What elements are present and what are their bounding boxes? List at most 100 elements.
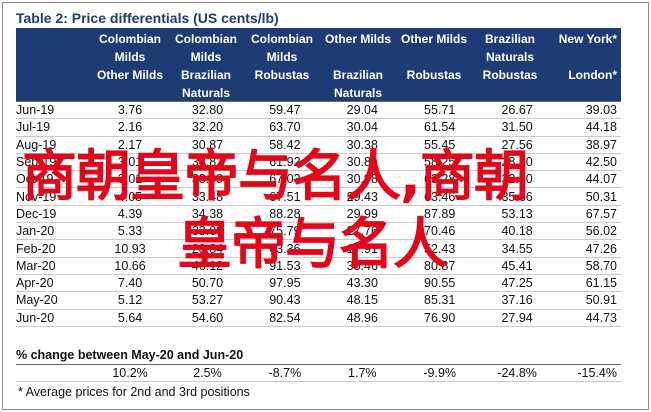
table-cell: 33.48 (168, 187, 247, 206)
table-row: Jul-19 2.16 32.20 63.70 30.04 61.54 31.50 44.18 (16, 118, 621, 137)
column-header-line (92, 84, 168, 102)
row-label: Jul-19 (16, 118, 92, 137)
table-cell: 30.04 (323, 118, 401, 137)
table-cell: 70.46 (400, 222, 479, 241)
row-label: Sep-19 (16, 153, 92, 172)
table-cell: 32.80 (168, 100, 247, 120)
column-header-line: Naturals (181, 86, 231, 100)
table-cell: 27.76 (323, 222, 401, 241)
table-cell: 28.84 (168, 239, 247, 258)
table-cell: 88.28 (246, 205, 324, 224)
table-cell: 27.94 (478, 309, 556, 327)
table-cell: 67.57 (555, 205, 621, 224)
column-header-line (320, 48, 396, 66)
table-row: Sep-19 3.01 33.82 61.92 30.81 58.25 28.10 42.50 (16, 153, 621, 172)
table-cell: 29.04 (323, 100, 401, 120)
table-cell: 48.15 (323, 291, 401, 310)
table-cell: 34.38 (168, 205, 247, 224)
table-row: Dec-19 4.39 34.38 88.28 29.99 87.89 53.13 67.57 (16, 205, 621, 224)
column-header-line (396, 84, 472, 102)
table-cell: 17.91 (323, 239, 401, 258)
percent-cell: 1.7% (323, 364, 401, 382)
table-cell: 90.43 (246, 291, 324, 310)
column-header-line: London* (568, 68, 617, 82)
column-header-3: Colombian Milds Robustas (244, 30, 320, 102)
table-cell: 90.55 (400, 274, 479, 293)
column-header-line (541, 84, 617, 102)
table-header: Colombian Milds Other Milds Colombian Mi… (16, 28, 621, 101)
table-cell: 10.66 (91, 257, 169, 275)
table-cell: 47.26 (555, 239, 621, 258)
table-cell: 44.73 (555, 309, 621, 327)
table-cell: 42.50 (555, 153, 621, 172)
table-cell: 91.53 (246, 257, 324, 275)
table-cell: 7.40 (91, 274, 169, 293)
table-cell: 63.28 (400, 170, 479, 189)
table-cell: 38.97 (555, 136, 621, 154)
table-cell: 45.41 (478, 257, 556, 275)
column-header-line: Other Milds (400, 32, 467, 46)
column-header-line: Other Milds (96, 68, 163, 82)
percent-cell: -24.8% (478, 364, 556, 382)
column-header-line: Robustas (482, 68, 538, 82)
percent-change-label: % change between May-20 and Jun-20 (16, 348, 244, 362)
table-cell: 63.70 (246, 118, 324, 137)
table-cell: 43.30 (323, 274, 401, 293)
row-label: Aug-19 (16, 136, 92, 154)
column-header-5: Other Milds Robustas (396, 30, 472, 102)
table-row: Feb-20 10.93 28.84 63.36 17.91 52.43 34.55 47.2… (16, 239, 621, 258)
table-cell: 58.25 (400, 153, 479, 172)
table-cell: 50.70 (168, 274, 247, 293)
table-cell: 30.87 (168, 136, 247, 154)
table-cell: 47.25 (478, 274, 556, 293)
table-cell: 5.64 (91, 309, 169, 327)
table-cell: 55.71 (400, 100, 479, 120)
column-header-line (541, 48, 617, 66)
table-row: Jun-19 3.76 32.80 59.47 29.04 55.71 26.67 39.03 (16, 100, 621, 120)
table-cell: 29.43 (323, 187, 401, 206)
table-row: Nov-19 4.05 33.48 67.51 29.43 63.46 35.66 50.31 (16, 187, 621, 206)
column-header-line: Robustas (406, 68, 462, 82)
table-cell: 26.67 (478, 100, 556, 120)
table-cell: 29.99 (323, 205, 401, 224)
column-header-line: Brazilian (484, 32, 535, 46)
table-cell: 50.31 (555, 187, 621, 206)
column-header-line: Colombian (99, 32, 161, 46)
column-header-line: New York* (558, 32, 617, 46)
column-header-line (396, 48, 472, 66)
table-cell: 3.01 (91, 170, 169, 189)
column-header-line: Colombian (175, 32, 237, 46)
column-header-line: Naturals (485, 50, 535, 64)
percent-cell: -15.4% (555, 364, 621, 382)
row-label: May-20 (16, 291, 92, 310)
table-cell: 67.51 (246, 187, 324, 206)
column-header-6: Brazilian Naturals Robustas (472, 30, 548, 102)
table-cell: 53.27 (168, 291, 247, 310)
table-cell: 58.70 (555, 257, 621, 275)
column-header-line (244, 84, 320, 102)
percent-change-table: 10.2% 2.5% -8.7% 1.7% -9.9% -24.8% -15.4… (16, 364, 621, 382)
column-header-line: Robustas (254, 68, 310, 82)
column-header-1: Colombian Milds Other Milds (92, 30, 168, 102)
column-header-4: Other Milds Brazilian Naturals (320, 30, 396, 102)
row-label: Nov-19 (16, 187, 92, 206)
table-cell: 28.10 (478, 153, 556, 172)
table-cell: 61.15 (555, 274, 621, 293)
column-header-line: Brazilian (180, 68, 231, 82)
table-cell: 32.20 (168, 118, 247, 137)
table-row: Oct-19 3.01 33.99 67.03 30.98 63.28 32.30 44.07 (16, 170, 621, 189)
table-cell: 61.92 (246, 153, 324, 172)
table-cell: 33.09 (168, 222, 247, 241)
table-row: Jun-20 5.64 54.60 82.54 48.96 76.90 27.94 44.73 (16, 309, 621, 327)
table-cell: 3.01 (91, 153, 169, 172)
table-cell: 5.33 (91, 222, 169, 241)
table-cell: 30.81 (323, 153, 401, 172)
column-header-line: Milds (190, 50, 222, 64)
table-row: Jan-20 5.33 33.09 75.79 27.76 70.46 40.18 56.02 (16, 222, 621, 241)
column-header-2: Colombian Milds Brazilian Naturals (168, 30, 244, 102)
table-row: Aug-19 2.17 30.87 58.42 30.38 55.45 27.56 38.97 (16, 136, 621, 154)
table-title: Table 2: Price differentials (US cents/l… (16, 10, 279, 26)
table-cell: 85.31 (400, 291, 479, 310)
table-cell: 27.56 (478, 136, 556, 154)
table-cell: 76.90 (400, 309, 479, 327)
